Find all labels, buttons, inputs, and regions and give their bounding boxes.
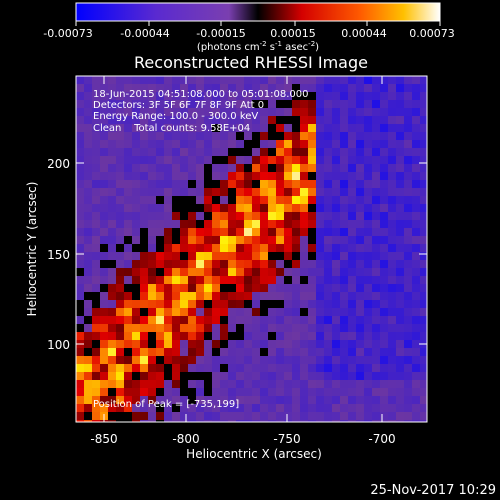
y-tick-label: 200 bbox=[47, 157, 70, 171]
x-axis-label: Heliocentric X (arcsec) bbox=[186, 447, 322, 461]
plot-frame bbox=[75, 75, 428, 423]
colorbar-tick-label: 0.00044 bbox=[341, 27, 387, 40]
y-tick-label: 100 bbox=[47, 338, 70, 352]
image-info-annotation: 18-Jun-2015 04:51:08.000 to 05:01:08.000… bbox=[93, 89, 309, 134]
x-tick-label: -700 bbox=[368, 432, 395, 446]
x-tick-label: -800 bbox=[172, 432, 199, 446]
colorbar-gradient bbox=[75, 2, 441, 22]
x-tick-label: -750 bbox=[273, 432, 300, 446]
info-clean-counts: Clean Total counts: 9.58E+04 bbox=[93, 123, 250, 134]
colorbar-tick-label: 0.00073 bbox=[409, 27, 455, 40]
image-area bbox=[76, 76, 427, 422]
colorbar-tick-label: -0.00015 bbox=[196, 27, 245, 40]
plot-title: Reconstructed RHESSI Image bbox=[134, 53, 368, 72]
axis-tick-marks bbox=[76, 76, 427, 422]
info-detectors: Detectors: 3F 5F 6F 7F 8F 9F Att 0 bbox=[93, 100, 264, 111]
footer-date: 25-Nov-2017 10:29 bbox=[370, 483, 496, 498]
colorbar-tick-label: -0.00073 bbox=[43, 27, 92, 40]
info-energy-range: Energy Range: 100.0 - 300.0 keV bbox=[93, 111, 258, 122]
colorbar: -0.00073 -0.00044 -0.00015 0.00015 0.000… bbox=[43, 2, 455, 53]
peak-position-label: Position of Peak = [-735,199] bbox=[93, 399, 239, 410]
colorbar-units-label: (photons cm-2 s-1 asec-2) bbox=[197, 40, 319, 53]
y-tick-label: 150 bbox=[47, 248, 70, 262]
colorbar-tick-label: -0.00044 bbox=[120, 27, 169, 40]
y-axis-label: Heliocentric Y (arcsec) bbox=[25, 182, 39, 317]
colorbar-tick-marks bbox=[75, 21, 441, 26]
info-time-range: 18-Jun-2015 04:51:08.000 to 05:01:08.000 bbox=[93, 89, 309, 100]
reconstructed-image-heatmap bbox=[76, 76, 427, 422]
colorbar-tick-label: 0.00015 bbox=[270, 27, 316, 40]
x-tick-label: -850 bbox=[90, 432, 117, 446]
